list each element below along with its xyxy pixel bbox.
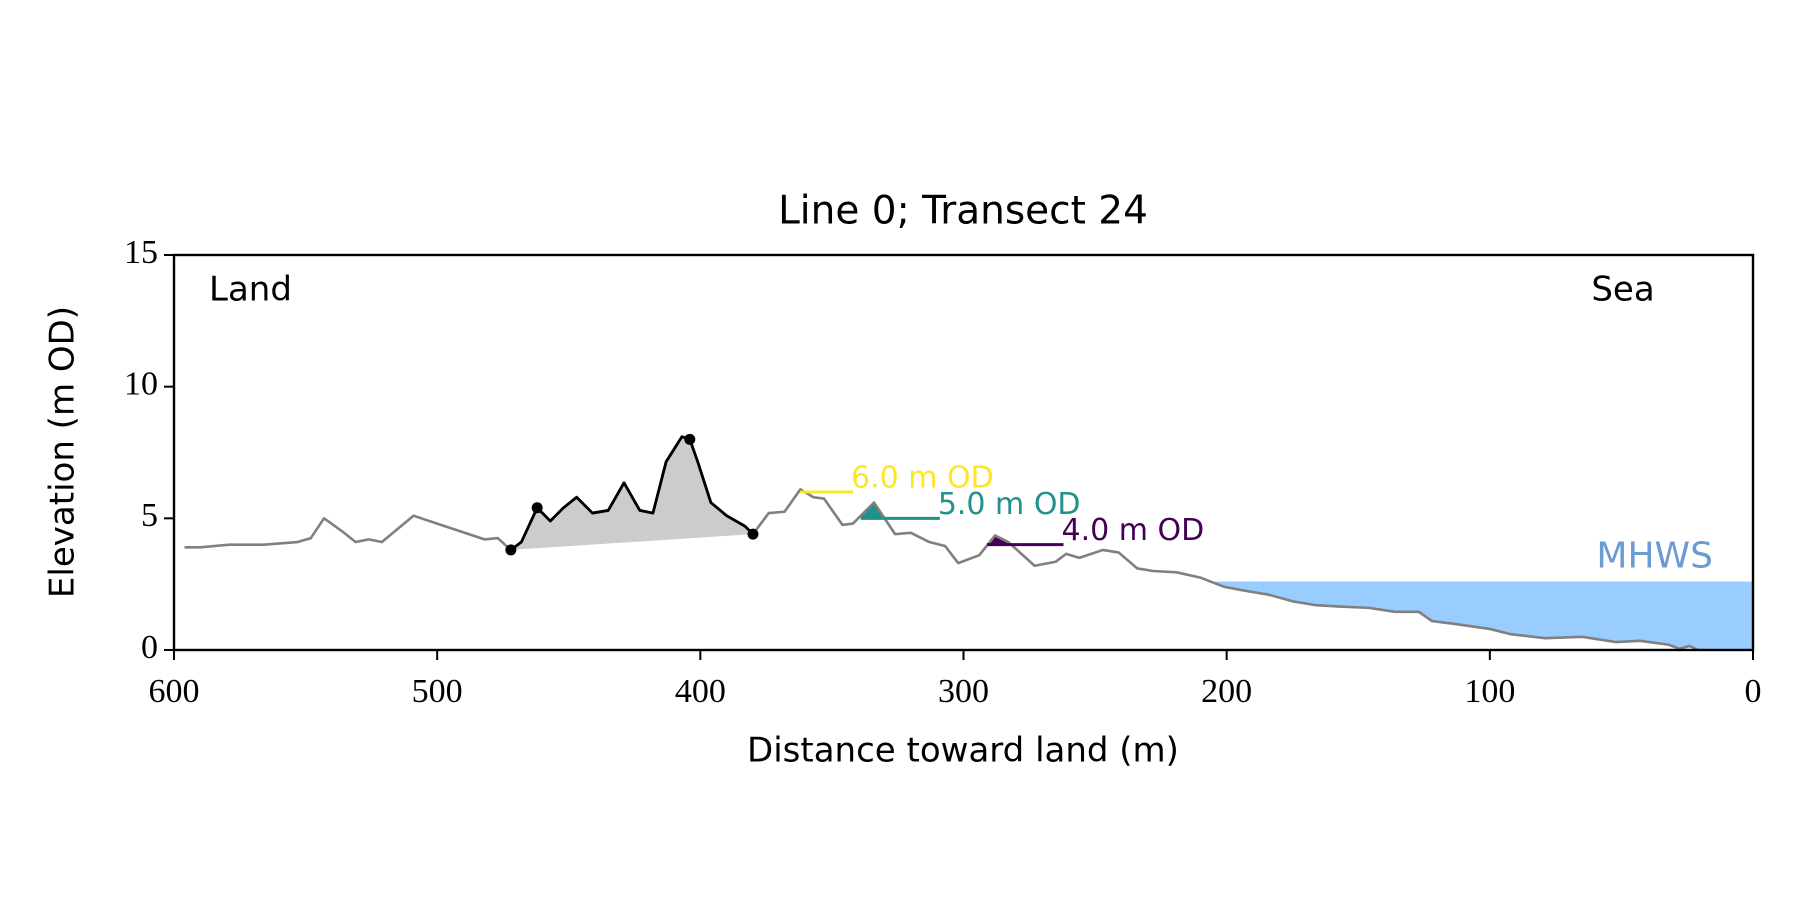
x-tick-label: 600 bbox=[149, 673, 200, 710]
x-tick-label: 0 bbox=[1745, 673, 1762, 710]
x-tick-label: 200 bbox=[1201, 673, 1252, 710]
x-axis-label: Distance toward land (m) bbox=[747, 731, 1179, 771]
dune-line bbox=[510, 435, 754, 552]
dune-point bbox=[505, 544, 517, 556]
y-axis-label: Elevation (m OD) bbox=[43, 306, 83, 598]
dune-area bbox=[510, 436, 753, 550]
threshold-label: 6.0 m OD bbox=[851, 461, 994, 496]
land-label: Land bbox=[209, 270, 292, 310]
chart-title: Line 0; Transect 24 bbox=[778, 189, 1148, 234]
threshold-label: 4.0 m OD bbox=[1062, 513, 1205, 548]
profile-line bbox=[184, 435, 1699, 652]
y-tick-label: 15 bbox=[124, 234, 158, 271]
x-tick-label: 400 bbox=[675, 673, 726, 710]
y-tick-label: 5 bbox=[141, 497, 158, 534]
dune-point bbox=[747, 528, 759, 540]
threshold-label: 5.0 m OD bbox=[938, 487, 1081, 522]
dune-point bbox=[684, 433, 696, 445]
y-tick-label: 10 bbox=[124, 365, 158, 402]
mhws-label: MHWS bbox=[1596, 536, 1713, 577]
mhws-area bbox=[1213, 581, 1753, 650]
x-tick-label: 300 bbox=[938, 673, 989, 710]
sea-label: Sea bbox=[1591, 270, 1654, 310]
x-tick-label: 500 bbox=[412, 673, 463, 710]
y-tick-label: 0 bbox=[141, 629, 158, 666]
dune-point bbox=[531, 502, 543, 514]
x-tick-label: 100 bbox=[1464, 673, 1515, 710]
